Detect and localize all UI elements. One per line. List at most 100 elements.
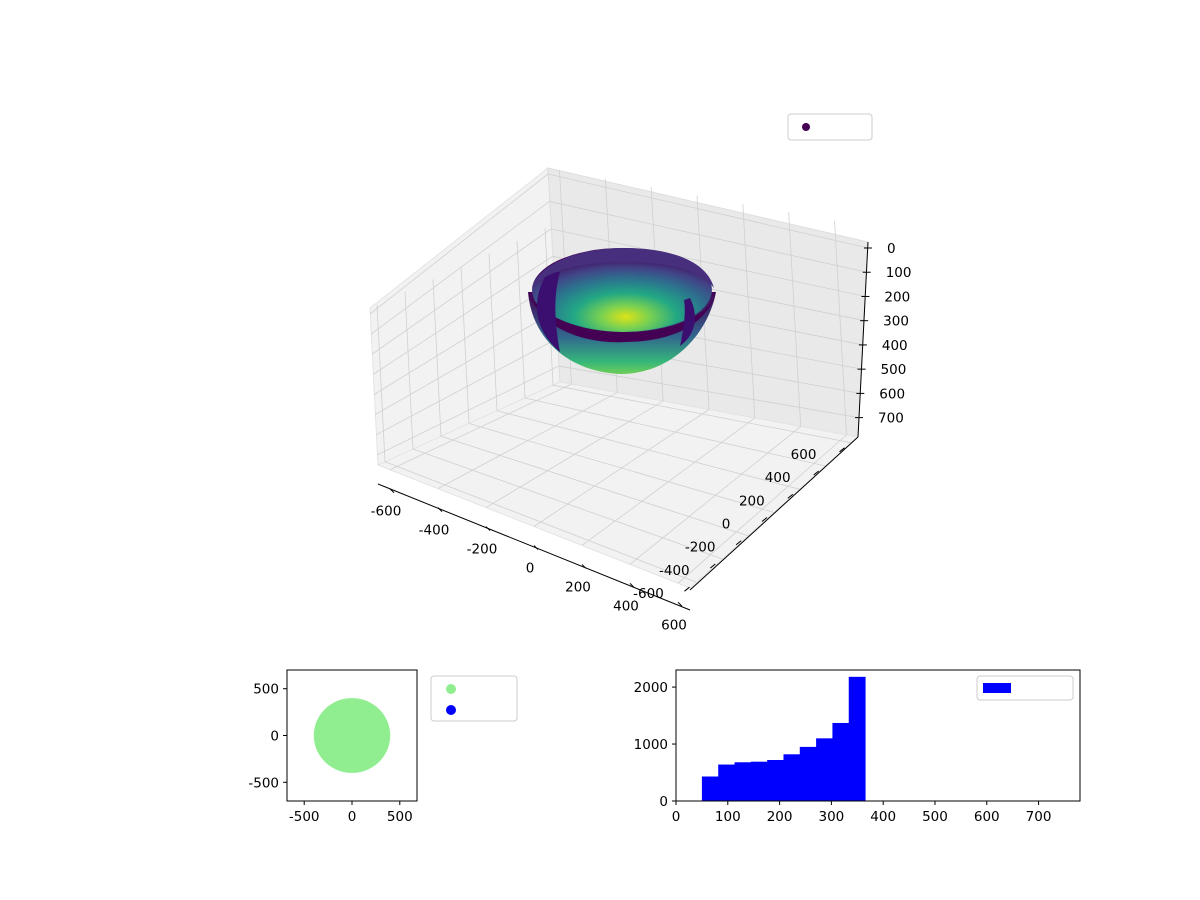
y-tick-mark [709, 563, 716, 569]
gridline-z-wall [371, 228, 552, 355]
y-tick-label: 0 [722, 517, 731, 533]
gridline-x-wall [742, 203, 756, 418]
chart-3d: -600-400-2000200400600-600-400-200020040… [369, 113, 912, 633]
gridline-z [547, 173, 869, 249]
legend-2d-point-marker [446, 684, 456, 694]
gridline-y-wall [488, 253, 498, 411]
x-axis-line [377, 483, 691, 611]
z-tick-label: 600 [879, 386, 905, 402]
legend-3d [787, 113, 873, 141]
gridline-y [384, 461, 697, 583]
x-tick-label: 400 [613, 598, 639, 614]
gridline-z-wall [373, 283, 555, 395]
gridline-x-wall [834, 220, 847, 435]
histogram-bar [848, 676, 866, 801]
histogram-bar [767, 759, 784, 801]
y-tick-mark [787, 493, 794, 499]
point-cloud-disk [313, 698, 391, 773]
x-tick-label-hist: 700 [1026, 809, 1052, 825]
histogram-bar [734, 762, 752, 801]
x-tick-label-2d: 0 [348, 809, 357, 825]
chart-histogram: 0 100 200 300 400 500 600 700 0 1000 2000 [634, 669, 1081, 825]
y-tick-label: -400 [659, 563, 690, 579]
x-tick-label-2d: -500 [289, 809, 320, 825]
x-tick-mark [533, 545, 539, 550]
y-tick-mark [839, 447, 845, 453]
x-tick-mark [677, 601, 683, 607]
z-tick-label: 700 [878, 411, 904, 427]
y-axis-line [689, 436, 859, 591]
legend-histogram-swatch [983, 683, 1011, 693]
grid-3d [369, 170, 869, 584]
x-tick-label-hist: 600 [974, 809, 1000, 825]
y-tick-mark [684, 586, 690, 592]
bowl-rim-top [532, 248, 714, 288]
gridline-z [549, 201, 867, 273]
y-tick-label: 400 [765, 470, 791, 486]
y-tick-label: 600 [791, 447, 817, 463]
ticks-2d: -500 0 500 -500 0 500 [248, 682, 412, 825]
gridline-y-wall [404, 292, 414, 450]
gridline-z-wall [369, 173, 549, 315]
x-tick-label-hist: 500 [922, 809, 948, 825]
gridline-y [524, 397, 826, 467]
histogram-bar [799, 746, 817, 801]
y-tick-label-2d: -500 [248, 775, 279, 791]
x-tick-label: -400 [419, 523, 450, 539]
y-tick-label-2d: 0 [270, 729, 279, 745]
gridline-z-wall [374, 310, 556, 415]
x-tick-label-hist: 0 [672, 809, 681, 825]
z-tick-label: 100 [886, 265, 912, 281]
histogram-bar [783, 754, 801, 801]
y-tick-mark [735, 540, 742, 546]
bowl-flap-left [536, 272, 560, 352]
bowl-point-cloud [528, 248, 716, 374]
x-tick-label: -200 [467, 542, 498, 558]
x-tick-mark [437, 507, 443, 513]
gridline-y [440, 435, 749, 537]
x-tick-label-hist: 100 [715, 809, 741, 825]
gridline-y-wall [516, 240, 526, 398]
y-tick-label-2d: 500 [253, 682, 279, 698]
x-tick-label: 200 [565, 579, 591, 595]
legend-histogram [976, 675, 1074, 701]
histogram-bar [832, 722, 850, 801]
x-tick-label-hist: 400 [870, 809, 896, 825]
x-tick-label: 0 [526, 561, 535, 577]
bowl-rim-front [530, 296, 714, 343]
bowl-inner-surface [532, 248, 712, 332]
legend-2d [430, 675, 518, 722]
chart-2d: -500 0 500 -500 0 500 [248, 669, 518, 825]
z-axis-line [857, 241, 869, 438]
x-tick-label: -600 [371, 504, 402, 520]
z-tick-label: 300 [883, 314, 909, 330]
legend-2d-wall-marker [446, 705, 456, 715]
y-tick-label-hist: 1000 [634, 737, 668, 753]
gridline-y-wall [460, 266, 470, 424]
gridline-y [412, 448, 723, 560]
z-tick-label: 500 [881, 362, 907, 378]
gridline-z-wall [377, 365, 559, 456]
y-tick-label: -600 [633, 586, 664, 602]
histogram-bar [816, 738, 833, 801]
gridline-z [550, 228, 866, 297]
y-tick-label: -200 [685, 540, 716, 556]
scatter-2d-points [313, 698, 391, 773]
y-tick-label: 200 [739, 493, 765, 509]
gridline-z [558, 365, 860, 419]
ticks-3d: -600-400-2000200400600-600-400-200020040… [371, 241, 912, 633]
z-tick-label: 400 [882, 338, 908, 354]
x-tick-mark [581, 564, 587, 569]
gridline-y [496, 410, 800, 490]
z-tick-label: 200 [884, 289, 910, 305]
z-tick-label: 0 [887, 241, 896, 257]
x-tick-label: 600 [661, 617, 687, 633]
gridline-y-wall [432, 279, 442, 437]
gridline-z-wall [370, 201, 550, 335]
gridline-y-wall [376, 304, 386, 462]
gridline-y [552, 384, 852, 444]
legend-3d-marker [802, 123, 810, 131]
x-tick-mark [485, 526, 491, 531]
histogram-bars [701, 676, 866, 801]
